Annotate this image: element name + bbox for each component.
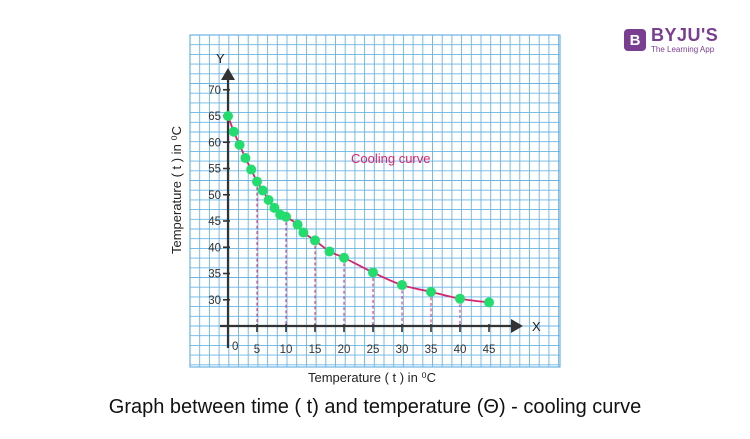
data-point: [240, 153, 251, 163]
byjus-logo-mark: B: [624, 29, 646, 51]
grid: [189, 34, 561, 368]
logo-text: BYJU'S The Learning App: [651, 26, 718, 54]
y-axis-letter: Y: [216, 51, 225, 66]
y-axis-title: Temperature ( t ) in ⁰C: [169, 126, 184, 254]
data-point: [484, 297, 494, 308]
x-tick-label: 20: [338, 344, 351, 356]
data-point: [252, 176, 262, 187]
x-tick-label: 30: [396, 344, 409, 356]
cooling-curve-annotation: Cooling curve: [351, 151, 431, 166]
data-point: [339, 252, 349, 263]
x-tick-label: 45: [483, 344, 496, 356]
data-point: [368, 267, 378, 278]
y-tick-label: 70: [208, 85, 221, 97]
brand-tagline: The Learning App: [651, 45, 715, 54]
y-tick-label: 55: [208, 164, 221, 176]
y-tick-label: 65: [208, 111, 221, 123]
x-tick-label: 25: [367, 344, 380, 356]
data-point: [324, 246, 335, 257]
byjus-logo: B BYJU'S The Learning App: [624, 26, 718, 54]
data-point: [257, 185, 268, 196]
y-tick-label: 45: [208, 216, 221, 228]
logo-mark-letter: B: [629, 31, 641, 49]
y-tick-label: 30: [208, 295, 221, 307]
data-point: [228, 126, 239, 137]
figure-caption: Graph between time ( t) and temperature …: [108, 396, 642, 418]
data-point: [263, 195, 274, 205]
y-tick-label: 60: [208, 137, 221, 149]
y-tick-label: 40: [208, 242, 221, 254]
x-axis-arrow-icon: [511, 319, 523, 333]
y-axis-arrow-icon: [221, 68, 235, 80]
data-point: [234, 139, 245, 150]
data-point: [269, 202, 280, 213]
data-point: [310, 235, 320, 246]
x-axis-letter: X: [532, 319, 541, 334]
droplines: [256, 181, 461, 326]
data-points: [223, 111, 494, 308]
ticks: 30 35 40 45 50 55 60 65 70 5 10 15 20 25 30 35 40 45: [208, 85, 495, 356]
data-point: [397, 280, 407, 291]
brand-name: BYJU'S: [651, 25, 719, 45]
y-tick-label: 35: [208, 269, 221, 281]
x-tick-label: 35: [425, 344, 438, 356]
data-point: [223, 111, 233, 121]
data-point: [281, 211, 291, 222]
x-tick-label: 15: [309, 344, 322, 356]
origin-label: 0: [232, 341, 238, 353]
x-tick-label: 10: [280, 344, 293, 356]
y-tick-label: 50: [208, 190, 221, 202]
grid-border: [189, 34, 561, 368]
x-tick-label: 5: [254, 344, 260, 356]
data-point: [298, 227, 309, 238]
data-point: [246, 164, 257, 175]
data-point: [426, 286, 436, 297]
x-tick-label: 40: [454, 344, 467, 356]
data-point: [292, 219, 303, 230]
data-point: [455, 293, 465, 304]
x-axis-title: Temperature ( t ) in ⁰C: [308, 370, 436, 385]
